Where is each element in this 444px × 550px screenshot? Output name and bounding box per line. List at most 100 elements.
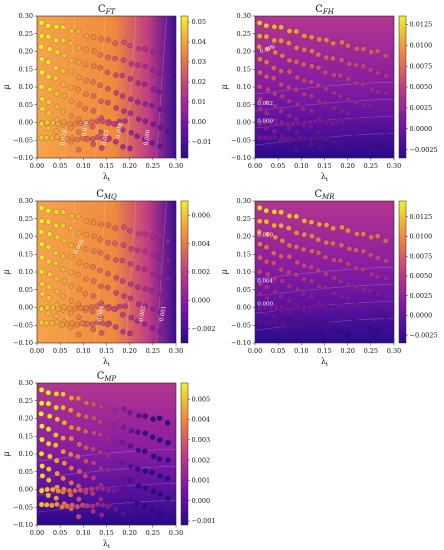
- data-point: [134, 500, 140, 506]
- data-point: [279, 93, 286, 99]
- y-tick-label: 0.30: [237, 12, 251, 20]
- x-tick-label: 0.25: [364, 162, 378, 170]
- data-point: [263, 310, 270, 317]
- x-axis-label: λt: [103, 172, 111, 183]
- data-point: [279, 304, 285, 311]
- x-tick-label: 0.30: [169, 162, 183, 170]
- data-point: [68, 225, 74, 231]
- data-point: [100, 303, 106, 310]
- data-point: [308, 108, 315, 114]
- data-point: [312, 319, 319, 326]
- data-point: [83, 413, 90, 420]
- data-point: [38, 306, 45, 312]
- data-point: [157, 106, 163, 112]
- data-point: [278, 108, 284, 115]
- data-point: [273, 306, 280, 312]
- colorbar-tick-label: 0.004: [192, 240, 211, 248]
- panel-fh: 0.006 0.002 0.000 0.00 0.05 0.10 0.15 0.20 0.25 0…: [220, 4, 438, 183]
- data-point: [75, 412, 82, 418]
- y-tick-label: 0.25: [237, 215, 251, 223]
- data-point: [164, 293, 171, 300]
- data-point: [61, 52, 68, 59]
- data-point: [149, 325, 156, 331]
- data-point: [90, 219, 97, 225]
- contour-label: 0.010: [257, 233, 273, 239]
- x-tick-label: 0.05: [53, 162, 67, 170]
- data-point: [261, 319, 268, 326]
- x-tick-label: 0.10: [76, 347, 90, 355]
- y-tick-label: 0.25: [19, 30, 33, 38]
- data-point: [263, 125, 270, 132]
- data-point: [337, 93, 344, 99]
- data-point: [50, 304, 56, 311]
- x-tick-label: 0.10: [294, 162, 308, 170]
- data-point: [149, 287, 155, 294]
- colorbar-tick-label: 0.0125: [410, 213, 433, 221]
- data-point: [157, 143, 163, 150]
- data-point: [75, 213, 82, 220]
- data-point: [39, 423, 45, 430]
- data-point: [290, 305, 296, 312]
- data-point: [97, 249, 104, 256]
- data-point: [67, 451, 74, 458]
- data-point: [301, 46, 308, 53]
- data-point: [104, 99, 111, 106]
- y-axis-label: μ: [2, 269, 11, 274]
- data-point: [135, 80, 141, 86]
- data-point: [91, 248, 97, 254]
- data-point: [150, 234, 156, 240]
- data-point: [72, 120, 78, 127]
- data-point: [279, 119, 285, 125]
- data-point: [135, 429, 141, 436]
- data-point: [150, 49, 156, 55]
- data-point: [150, 416, 156, 422]
- data-point: [317, 135, 324, 141]
- data-point: [68, 283, 75, 289]
- data-point: [329, 306, 335, 312]
- data-point: [72, 305, 78, 312]
- data-point: [38, 83, 45, 90]
- data-point: [75, 230, 82, 236]
- data-point: [374, 89, 381, 95]
- data-point: [323, 37, 330, 43]
- data-point: [83, 262, 89, 269]
- data-point: [53, 37, 60, 44]
- data-point: [156, 437, 163, 443]
- data-point: [74, 321, 81, 328]
- data-point: [104, 69, 111, 76]
- data-point: [265, 271, 271, 278]
- y-tick-label: 0.05: [19, 286, 33, 294]
- data-point: [83, 77, 89, 84]
- data-point: [263, 73, 270, 80]
- data-point: [360, 303, 367, 310]
- data-point: [156, 233, 163, 239]
- data-point: [295, 305, 302, 311]
- data-point: [142, 485, 149, 492]
- data-point: [308, 93, 315, 99]
- data-point: [157, 510, 163, 517]
- data-point: [359, 266, 366, 273]
- data-point: [122, 303, 128, 309]
- data-point: [127, 145, 133, 152]
- data-point: [113, 290, 119, 296]
- data-point: [90, 108, 97, 114]
- data-point: [301, 262, 307, 269]
- data-point: [100, 320, 106, 327]
- data-point: [68, 435, 75, 442]
- data-point: [284, 120, 291, 127]
- x-tick-label: 0.15: [99, 347, 113, 355]
- data-point: [316, 36, 323, 43]
- data-point: [286, 297, 293, 304]
- data-point: [75, 271, 81, 278]
- data-point: [256, 205, 263, 211]
- y-tick-label: −0.05: [13, 503, 33, 511]
- data-point: [94, 485, 100, 492]
- y-tick-label: 0.30: [19, 12, 33, 20]
- data-point: [331, 275, 338, 281]
- y-tick-label: 0.20: [237, 48, 251, 56]
- data-point: [68, 424, 75, 431]
- y-tick-label: 0.30: [19, 197, 33, 205]
- data-point: [53, 457, 60, 464]
